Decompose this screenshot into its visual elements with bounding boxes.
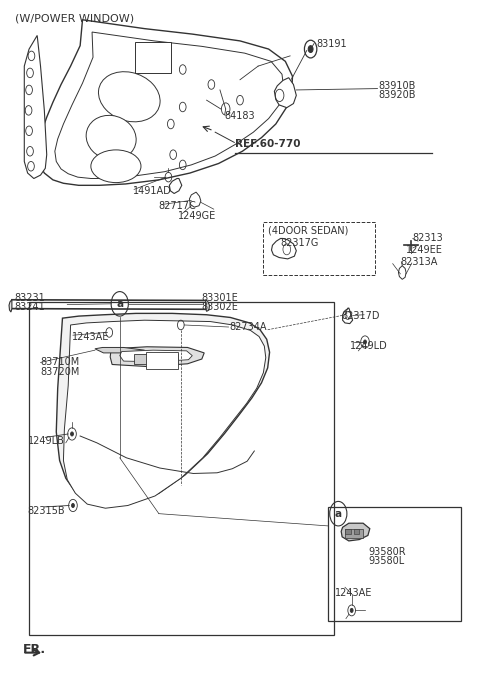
Polygon shape (55, 32, 284, 179)
Polygon shape (110, 347, 204, 367)
Polygon shape (120, 350, 192, 362)
Text: 1249LB: 1249LB (28, 436, 64, 446)
Polygon shape (9, 300, 12, 312)
Text: 83191: 83191 (316, 38, 347, 49)
Text: a: a (335, 509, 342, 518)
Polygon shape (190, 192, 201, 207)
Circle shape (72, 503, 74, 508)
Ellipse shape (86, 116, 136, 160)
Text: 83710M: 83710M (40, 358, 80, 367)
Text: 84183: 84183 (225, 111, 255, 121)
Bar (345, 529, 351, 534)
Text: 1243AE: 1243AE (72, 332, 109, 341)
Polygon shape (56, 313, 270, 505)
Text: FR.: FR. (24, 644, 47, 657)
Circle shape (350, 608, 353, 612)
Text: 93580L: 93580L (368, 556, 404, 566)
Text: 82317D: 82317D (341, 311, 380, 321)
Text: 1243AE: 1243AE (336, 588, 373, 598)
Bar (345, 529, 363, 538)
Text: 1249GE: 1249GE (178, 211, 216, 221)
Circle shape (308, 46, 313, 53)
Bar (29, 302, 334, 635)
Polygon shape (169, 179, 182, 194)
Text: a: a (116, 299, 123, 309)
Text: 1249LD: 1249LD (350, 341, 387, 351)
Text: REF.60-770: REF.60-770 (235, 140, 301, 149)
Text: 83910B: 83910B (378, 81, 416, 91)
Bar (354, 529, 360, 534)
Polygon shape (63, 320, 266, 508)
Text: 82317G: 82317G (281, 238, 319, 248)
Text: 83301E: 83301E (202, 293, 239, 303)
Text: 83302E: 83302E (202, 302, 239, 313)
Polygon shape (341, 523, 370, 541)
Text: (4DOOR SEDAN): (4DOOR SEDAN) (268, 225, 348, 235)
Polygon shape (95, 347, 144, 353)
Circle shape (71, 432, 73, 436)
Text: 93580R: 93580R (368, 547, 406, 557)
Text: 1491AD: 1491AD (132, 186, 171, 196)
Polygon shape (343, 308, 353, 324)
Text: 83231: 83231 (15, 293, 46, 303)
Polygon shape (205, 300, 209, 311)
Text: 82734A: 82734A (229, 322, 267, 332)
Polygon shape (272, 239, 296, 259)
Text: 82315B: 82315B (28, 506, 65, 516)
Text: 82313: 82313 (413, 233, 444, 244)
Bar (263, 222, 375, 275)
Polygon shape (37, 20, 292, 185)
Text: 82717C: 82717C (159, 201, 197, 211)
Text: 83920B: 83920B (378, 90, 416, 101)
Text: 82313A: 82313A (400, 256, 438, 267)
Bar (328, 507, 461, 621)
Text: 83720M: 83720M (40, 367, 80, 377)
Bar (135, 42, 171, 73)
Text: 83241: 83241 (15, 302, 46, 313)
Text: (W/POWER WINDOW): (W/POWER WINDOW) (15, 14, 134, 23)
Text: 1249EE: 1249EE (406, 245, 443, 255)
Polygon shape (398, 265, 406, 279)
Bar (145, 352, 178, 369)
Circle shape (364, 340, 366, 344)
Ellipse shape (98, 72, 160, 122)
Bar (134, 354, 178, 364)
Polygon shape (275, 78, 296, 107)
Ellipse shape (91, 150, 141, 183)
Polygon shape (24, 36, 47, 179)
